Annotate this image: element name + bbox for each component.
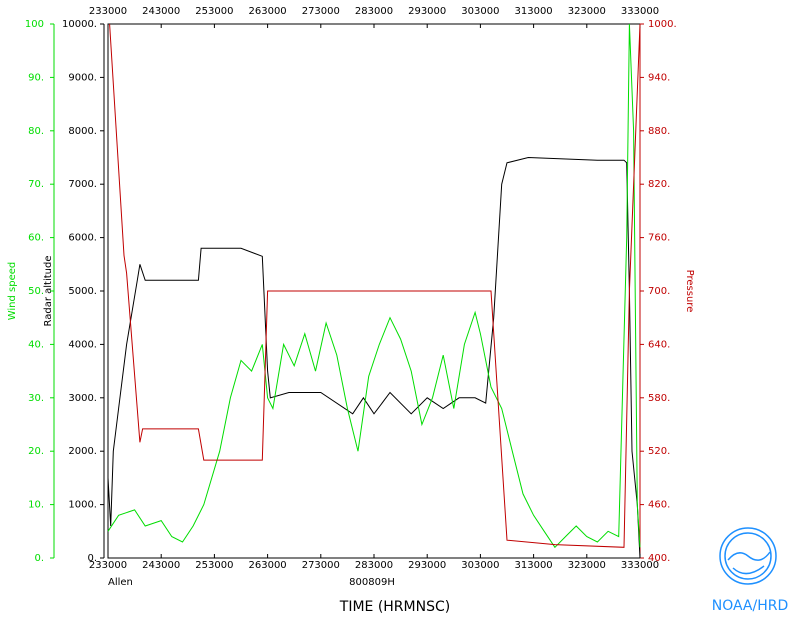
yticks-label: 7000. <box>68 179 97 190</box>
series-line <box>109 23 641 548</box>
x-tick-label: 303000 <box>461 560 499 571</box>
x-tick-label: 293000 <box>408 560 446 571</box>
x-tick-label-top: 303000 <box>461 6 499 17</box>
altitude-label: Radar altitude <box>43 256 54 327</box>
yticks-label: 3000. <box>68 393 97 404</box>
x-tick-label-top: 333000 <box>621 6 659 17</box>
flight-date: 800809H <box>349 577 395 588</box>
x-tick-label-top: 263000 <box>249 6 287 17</box>
y3ticks-label: 940. <box>648 72 670 83</box>
x-tick-label: 243000 <box>142 560 180 571</box>
y3ticks-label: 640. <box>648 339 670 350</box>
x-tick-label-top: 293000 <box>408 6 446 17</box>
yticks-label: 4000. <box>68 339 97 350</box>
y2ticks-label: 100 <box>25 19 44 30</box>
y2ticks-label: 50. <box>28 286 44 297</box>
credit: NOAA/HRD <box>712 598 789 614</box>
y3ticks-label: 400. <box>648 553 670 564</box>
x-tick-label: 253000 <box>195 560 233 571</box>
x-axis-label: TIME (HRMNSC) <box>339 599 450 615</box>
yticks-label: 2000. <box>68 446 97 457</box>
series-line <box>107 156 641 559</box>
y3ticks-label: 460. <box>648 500 670 511</box>
yticks-label: 8000. <box>68 126 97 137</box>
y2ticks-label: 70. <box>28 179 44 190</box>
y2ticks-label: 40. <box>28 339 44 350</box>
x-tick-label: 313000 <box>515 560 553 571</box>
y3ticks-label: 1000. <box>648 19 677 30</box>
yticks-label: 5000. <box>68 286 97 297</box>
x-tick-label-top: 273000 <box>302 6 340 17</box>
yticks-label: 9000. <box>68 72 97 83</box>
x-tick-label-top: 253000 <box>195 6 233 17</box>
yticks-label: 0. <box>87 553 97 564</box>
x-tick-label-top: 323000 <box>568 6 606 17</box>
y2ticks-label: 10. <box>28 500 44 511</box>
flight-name: Allen <box>108 577 133 588</box>
x-tick-label: 283000 <box>355 560 393 571</box>
y3ticks-label: 700. <box>648 286 670 297</box>
y2ticks-label: 0. <box>34 553 44 564</box>
x-tick-label: 263000 <box>249 560 287 571</box>
y2ticks-label: 60. <box>28 233 44 244</box>
x-tick-label-top: 313000 <box>515 6 553 17</box>
y3ticks-label: 820. <box>648 179 670 190</box>
x-tick-label: 233000 <box>89 560 127 571</box>
x-tick-label-top: 243000 <box>142 6 180 17</box>
noaa-logo <box>719 527 777 585</box>
x-tick-label-top: 233000 <box>89 6 127 17</box>
y3ticks-label: 580. <box>648 393 670 404</box>
yticks-label: 6000. <box>68 233 97 244</box>
y3ticks-label: 520. <box>648 446 670 457</box>
wind-label: Wind speed <box>7 262 18 321</box>
pressure-label: Pressure <box>684 270 695 313</box>
x-tick-label: 323000 <box>568 560 606 571</box>
y2ticks-label: 80. <box>28 126 44 137</box>
y2ticks-label: 20. <box>28 446 44 457</box>
y2ticks-label: 90. <box>28 72 44 83</box>
x-tick-label: 333000 <box>621 560 659 571</box>
yticks-label: 1000. <box>68 500 97 511</box>
x-tick-label-top: 283000 <box>355 6 393 17</box>
series-line <box>107 23 641 549</box>
y3ticks-label: 760. <box>648 233 670 244</box>
x-tick-label: 273000 <box>302 560 340 571</box>
yticks-label: 10000. <box>62 19 97 30</box>
y2ticks-label: 30. <box>28 393 44 404</box>
y3ticks-label: 880. <box>648 126 670 137</box>
